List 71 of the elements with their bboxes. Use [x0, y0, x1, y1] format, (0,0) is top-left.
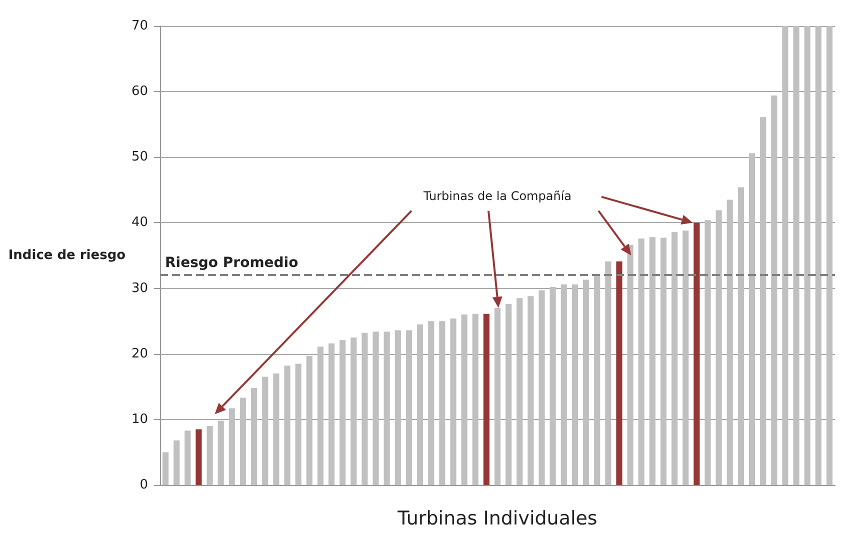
bar — [340, 340, 346, 485]
bar — [228, 408, 235, 485]
bar — [306, 356, 312, 485]
bar — [483, 314, 490, 485]
bar — [760, 117, 766, 485]
bar — [726, 200, 733, 485]
ref-line-label: Riesgo Promedio — [165, 255, 299, 272]
x-axis-title: Turbinas Individuales — [396, 508, 598, 530]
bar — [384, 332, 390, 485]
bar — [284, 366, 290, 485]
bar — [538, 290, 545, 485]
y-tick-label: 0 — [140, 478, 148, 492]
bar — [461, 314, 468, 485]
bar — [516, 298, 523, 485]
bar — [372, 332, 379, 485]
bar — [162, 452, 169, 485]
bar — [560, 284, 567, 485]
bar — [716, 210, 722, 485]
bar — [394, 330, 401, 485]
y-axis-title: Indice de riesgo — [8, 248, 126, 263]
y-tick-label: 40 — [131, 215, 148, 230]
y-tick-label: 50 — [131, 150, 148, 165]
bar — [748, 153, 756, 485]
bar — [417, 324, 424, 485]
bar — [251, 388, 258, 485]
bar — [826, 26, 833, 485]
bar — [506, 304, 512, 485]
bar — [240, 398, 246, 485]
bar — [771, 96, 778, 485]
bar — [428, 321, 434, 485]
y-tick-label: 30 — [131, 280, 148, 296]
bar — [582, 280, 590, 485]
bar — [672, 232, 678, 485]
bar — [472, 314, 478, 485]
y-tick-label: 60 — [131, 84, 148, 100]
bar — [815, 26, 822, 485]
bar — [295, 364, 302, 485]
bar — [605, 261, 612, 485]
bar — [273, 374, 280, 485]
bar — [174, 440, 180, 485]
bar — [572, 284, 578, 485]
bar — [594, 274, 600, 485]
bar — [682, 230, 689, 485]
bar — [528, 296, 534, 485]
bar — [439, 321, 446, 485]
bar — [218, 420, 224, 485]
bar — [196, 429, 202, 485]
bar — [660, 238, 667, 485]
bar — [738, 187, 744, 485]
bar — [317, 346, 324, 485]
y-tick-label: 10 — [131, 412, 148, 427]
bar — [350, 337, 357, 485]
y-tick-label: 20 — [131, 346, 148, 362]
bar — [206, 426, 213, 485]
annotation: Turbinas de la Compañía — [423, 188, 572, 203]
bar — [184, 430, 191, 485]
bar — [793, 26, 800, 485]
y-tick-label: 70 — [131, 18, 148, 34]
bar — [406, 330, 412, 485]
bar — [550, 286, 556, 485]
bar — [694, 222, 700, 485]
bar — [262, 376, 268, 485]
bar — [450, 318, 456, 485]
bar — [649, 237, 656, 485]
bar — [616, 261, 622, 485]
bar — [362, 332, 368, 485]
bar — [804, 26, 810, 485]
bar — [638, 238, 644, 485]
bar — [704, 220, 711, 485]
bar — [782, 26, 788, 485]
bar — [328, 343, 335, 485]
